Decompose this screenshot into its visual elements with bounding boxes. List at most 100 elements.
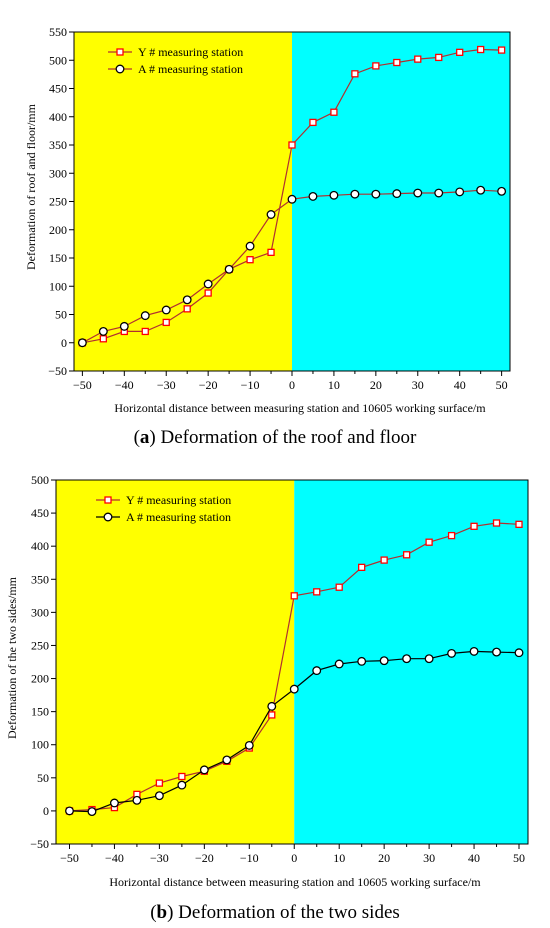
panel-b-x-axis-label: Horizontal distance between measuring st…	[109, 875, 481, 889]
panel-b-y-axis-label: Deformation of the two sides/mm	[5, 576, 19, 739]
panel-a-series-1-point-0	[77, 338, 87, 348]
panel-b-legend-marker-0	[104, 496, 112, 504]
panel-b-x-tick-label-4: −10	[240, 851, 259, 865]
panel-a-x-tick-label-2: −30	[157, 378, 176, 392]
panel-a-series-1-point-12	[329, 190, 339, 200]
panel-a-series-0-point-12	[330, 108, 338, 116]
panel-b-x-tick-label-0: −50	[60, 851, 79, 865]
panel-a-region-0	[74, 32, 292, 371]
panel-a-y-tick-label-2: 50	[55, 308, 67, 322]
panel-a-series-1-point-10	[287, 194, 297, 204]
panel-a-series-0-point-17	[435, 53, 443, 62]
panel-b-series-0-point-4	[155, 779, 164, 787]
panel-a-y-tick-label-7: 300	[49, 166, 67, 180]
panel-b-y-tick-label-4: 150	[31, 705, 49, 719]
panel-a-series-0-point-13	[351, 70, 359, 78]
panel-b-series-0-point-18	[470, 522, 478, 530]
panel-b-series-0-point-16	[425, 538, 433, 546]
panel-a-series-0-point-15	[393, 58, 401, 67]
panel-b-y-tick-label-7: 300	[31, 605, 49, 619]
panel-b-series-0-point-9	[268, 711, 276, 719]
panel-a-series-1-point-3	[140, 311, 150, 321]
panel-b-x-tick-label-2: −30	[150, 851, 169, 865]
panel-b-series-0-point-11	[313, 588, 321, 596]
panel-b-series-1-point-10	[289, 684, 299, 694]
panel-b-series-1-point-5	[177, 780, 187, 790]
panel-b-region-0	[56, 480, 295, 844]
panel-a-series-1-point-13	[350, 189, 360, 199]
panel-a-series	[77, 45, 507, 348]
panel-a-series-0-point-18	[456, 48, 464, 56]
panel-b-series-1-point-18	[469, 646, 479, 656]
panel-b-series-1-point-3	[132, 795, 142, 805]
panel-a: −50 −40 −30 −20 −10 0 10 20 30 40 50 −50 0 50 100 150 20…	[24, 25, 511, 448]
panel-a-series-0-point-9	[267, 248, 275, 257]
panel-a-series-1-point-17	[434, 188, 444, 198]
panel-a-x-tick-label-6: 10	[328, 378, 340, 392]
panel-b-axes: −50 −40 −30 −20 −10 0 10 20 30 40 50 −50 0 50 100 150 20…	[30, 473, 529, 865]
panel-b-series-1-point-9	[267, 701, 277, 711]
panel-b-x-tick-label-9: 40	[468, 851, 480, 865]
panel-a-y-tick-label-5: 200	[49, 223, 67, 237]
panel-b-series-1-point-17	[447, 648, 457, 658]
panel-a-series-0-point-4	[162, 318, 170, 327]
panel-a-series-0-point-16	[414, 55, 422, 63]
panel-a-series-1-point-15	[392, 189, 402, 199]
panel-a-series-1-point-19	[476, 185, 486, 195]
panel-a-legend-marker-1	[115, 64, 125, 74]
panel-b-x-tick-label-1: −40	[105, 851, 124, 865]
panel-b-series-1-point-0	[65, 806, 74, 816]
panel-a-x-tick-label-8: 30	[412, 378, 424, 392]
panel-b-x-tick-label-10: 50	[513, 851, 525, 865]
panel-b-y-tick-label-9: 400	[31, 539, 49, 553]
panel-b-y-tick-label-1: 0	[43, 804, 49, 818]
panel-a-x-tick-label-1: −40	[115, 378, 134, 392]
panel-a-series-1-point-16	[413, 188, 423, 198]
panel-a-legend-label-0: Y # measuring station	[138, 45, 243, 59]
panel-a-caption: (a) Deformation of the roof and floor	[134, 427, 417, 448]
panel-a-series-0-point-3	[141, 327, 149, 336]
panel-b-y-tick-label-6: 250	[31, 638, 49, 652]
panel-b-series-1-point-12	[334, 659, 344, 669]
panel-b-y-tick-label-0: −50	[30, 837, 49, 851]
panel-b-series-1-point-14	[379, 656, 389, 666]
panel-a-legend-label-1: A # measuring station	[138, 62, 243, 76]
panel-b-series-0-point-12	[335, 583, 343, 591]
panel-b-y-tick-label-2: 50	[37, 771, 49, 785]
panel-b-series-1-point-6	[199, 765, 209, 775]
panel-b-y-tick-label-3: 100	[31, 738, 49, 752]
panel-a-y-tick-label-1: 0	[61, 336, 67, 350]
panel-b-caption: (b) Deformation of the two sides	[150, 902, 400, 923]
panel-a-y-tick-label-4: 150	[49, 251, 67, 265]
panel-b-series-0-point-5	[178, 772, 186, 781]
panel-a-y-tick-label-12: 550	[49, 25, 67, 39]
panel-a-series-0-point-14	[372, 62, 380, 70]
panel-a-series-0-point-6	[204, 289, 212, 297]
panel-b-series-0-point-17	[447, 531, 456, 540]
panel-b-series-1-point-13	[357, 656, 367, 666]
panel-b-series	[65, 519, 524, 817]
panel-a-series-1-point-9	[266, 210, 276, 219]
panel-a-y-tick-label-10: 450	[49, 82, 67, 96]
panel-a-legend: Y # measuring station A # measuring stati…	[108, 45, 243, 76]
panel-b: −50 −40 −30 −20 −10 0 10 20 30 40 50 −50 0 50 100 150 20…	[5, 473, 529, 923]
panel-a-series-1-point-4	[161, 305, 171, 315]
panel-a-x-tick-label-9: 40	[454, 378, 466, 392]
panel-a-x-tick-label-7: 20	[370, 378, 382, 392]
panel-a-y-axis-label: Deformation of roof and floor/mm	[24, 103, 38, 270]
panel-b-series-0-point-15	[402, 551, 411, 559]
panel-a-y-tick-label-0: −50	[48, 364, 67, 378]
panel-b-series-1-point-16	[424, 654, 434, 664]
panel-a-series-1-point-1	[98, 327, 108, 336]
panel-a-legend-marker-0	[116, 48, 124, 56]
panel-b-series-1-point-2	[109, 798, 119, 808]
panel-a-series-1-point-8	[245, 241, 255, 251]
panel-b-x-tick-label-5: 0	[291, 851, 297, 865]
panel-b-region-1	[294, 480, 528, 844]
panel-a-region-1	[292, 32, 510, 371]
panel-a-series-0-point-8	[246, 256, 254, 264]
panel-a-series-0-point-20	[497, 46, 506, 54]
panel-b-series-0-point-14	[380, 556, 388, 564]
panel-a-series-0-point-1	[99, 335, 107, 343]
